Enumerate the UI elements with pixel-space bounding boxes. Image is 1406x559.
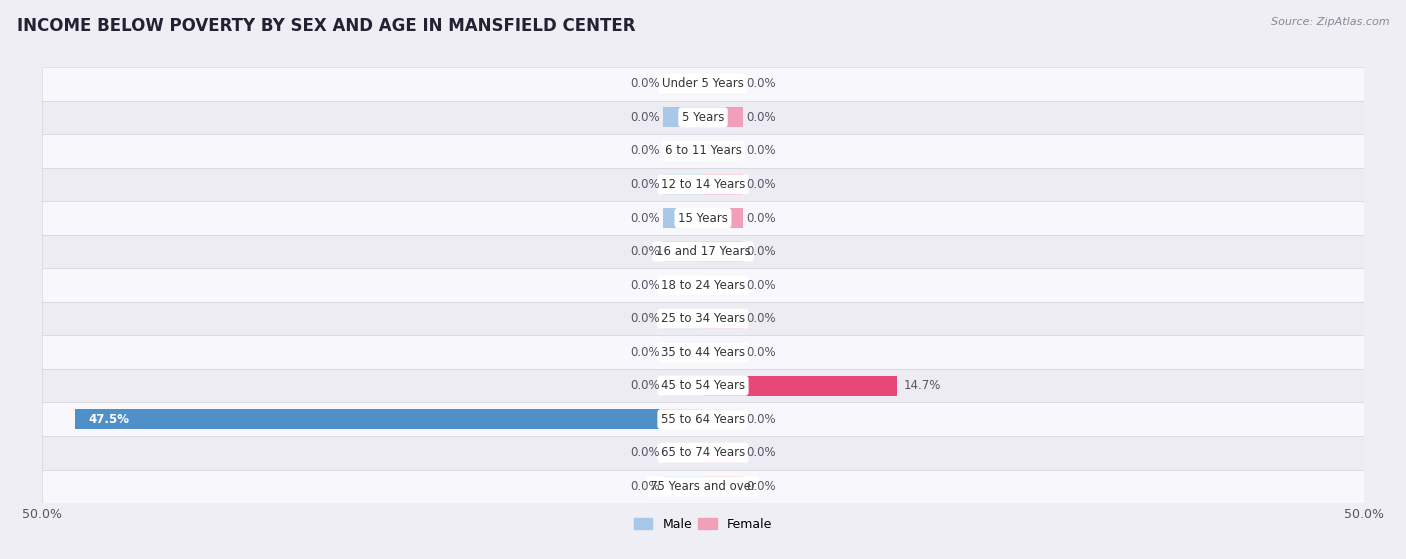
Text: 0.0%: 0.0% [630,178,659,191]
Bar [703,275,742,295]
Text: 18 to 24 Years: 18 to 24 Years [661,278,745,292]
Bar [703,376,897,396]
Bar [76,409,703,429]
Text: 15 Years: 15 Years [678,211,728,225]
Text: 75 Years and over: 75 Years and over [650,480,756,493]
Text: 0.0%: 0.0% [747,178,776,191]
Bar [42,168,1364,201]
Bar [664,107,703,127]
Text: 0.0%: 0.0% [747,144,776,158]
Bar [42,201,1364,235]
Bar [703,141,742,161]
Text: 35 to 44 Years: 35 to 44 Years [661,345,745,359]
Text: 0.0%: 0.0% [747,413,776,426]
Bar [703,107,742,127]
Bar [664,476,703,496]
Bar [703,443,742,463]
Legend: Male, Female: Male, Female [628,513,778,536]
Text: 0.0%: 0.0% [747,278,776,292]
Bar [42,268,1364,302]
Text: 0.0%: 0.0% [630,111,659,124]
Bar [42,402,1364,436]
Text: 0.0%: 0.0% [747,312,776,325]
Text: 0.0%: 0.0% [747,245,776,258]
Bar [664,275,703,295]
Text: 0.0%: 0.0% [747,345,776,359]
Text: 55 to 64 Years: 55 to 64 Years [661,413,745,426]
Text: 0.0%: 0.0% [747,211,776,225]
Bar [703,409,742,429]
Text: 0.0%: 0.0% [747,77,776,91]
Bar [42,436,1364,470]
Text: 0.0%: 0.0% [630,278,659,292]
Text: 0.0%: 0.0% [630,77,659,91]
Bar [703,309,742,329]
Bar [42,235,1364,268]
Bar [42,335,1364,369]
Text: 12 to 14 Years: 12 to 14 Years [661,178,745,191]
Text: 0.0%: 0.0% [630,211,659,225]
Bar [664,443,703,463]
Text: 47.5%: 47.5% [89,413,129,426]
Bar [664,208,703,228]
Text: 0.0%: 0.0% [630,446,659,459]
Bar [703,74,742,94]
Text: Source: ZipAtlas.com: Source: ZipAtlas.com [1271,17,1389,27]
Bar [703,241,742,262]
Bar [703,174,742,195]
Text: 6 to 11 Years: 6 to 11 Years [665,144,741,158]
Bar [664,74,703,94]
Text: 0.0%: 0.0% [630,379,659,392]
Bar [42,470,1364,503]
Text: INCOME BELOW POVERTY BY SEX AND AGE IN MANSFIELD CENTER: INCOME BELOW POVERTY BY SEX AND AGE IN M… [17,17,636,35]
Text: 16 and 17 Years: 16 and 17 Years [655,245,751,258]
Bar [664,241,703,262]
Text: 0.0%: 0.0% [630,480,659,493]
Text: 65 to 74 Years: 65 to 74 Years [661,446,745,459]
Bar [42,134,1364,168]
Text: 0.0%: 0.0% [630,312,659,325]
Bar [664,141,703,161]
Bar [42,101,1364,134]
Text: 5 Years: 5 Years [682,111,724,124]
Bar [42,302,1364,335]
Text: 25 to 34 Years: 25 to 34 Years [661,312,745,325]
Text: 45 to 54 Years: 45 to 54 Years [661,379,745,392]
Text: 14.7%: 14.7% [904,379,941,392]
Text: 0.0%: 0.0% [747,480,776,493]
Bar [703,342,742,362]
Bar [664,309,703,329]
Bar [664,342,703,362]
Text: 0.0%: 0.0% [630,345,659,359]
Text: 0.0%: 0.0% [747,446,776,459]
Bar [664,174,703,195]
Text: 0.0%: 0.0% [747,111,776,124]
Text: Under 5 Years: Under 5 Years [662,77,744,91]
Bar [703,208,742,228]
Bar [42,67,1364,101]
Bar [664,376,703,396]
Text: 0.0%: 0.0% [630,245,659,258]
Text: 0.0%: 0.0% [630,144,659,158]
Bar [42,369,1364,402]
Bar [703,476,742,496]
